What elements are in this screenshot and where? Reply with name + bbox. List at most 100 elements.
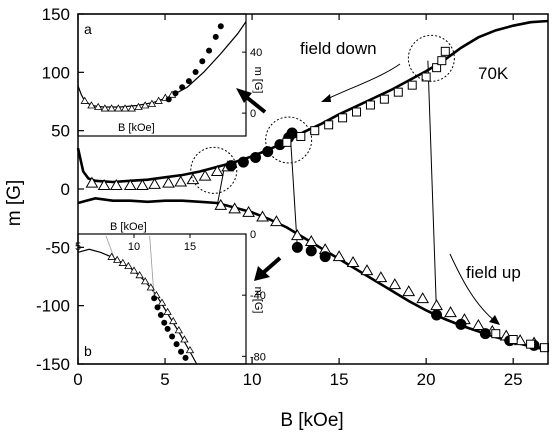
series-0-point-24 [388, 278, 402, 290]
x-tick-label-3: 15 [330, 370, 349, 389]
inset-a-open-point-10 [147, 99, 157, 107]
inset-a-filled-point-3 [185, 78, 192, 85]
series-0-point-2 [109, 179, 123, 190]
series-0-point-12 [214, 198, 228, 210]
inset-b-open-point-7 [146, 283, 155, 291]
series-2-point-8 [393, 87, 403, 97]
inset-b-open-point-5 [135, 271, 144, 279]
x-tick-label-0: 0 [73, 370, 82, 389]
series-1-point-11 [455, 318, 467, 330]
lower-curve [77, 197, 549, 352]
series-2-point-5 [352, 107, 362, 117]
inset-a-y-tick-label-0: 0 [250, 108, 256, 120]
y-tick-label-3: 0 [61, 180, 70, 199]
inset-a-open-point-1 [87, 101, 96, 109]
series-1-point-8 [305, 245, 317, 257]
series-0-point-25 [402, 285, 416, 297]
x-tick-label-4: 20 [417, 370, 436, 389]
y-tick-label-5: -100 [36, 297, 70, 316]
field-up-arrowhead [489, 315, 500, 325]
series-0-point-5 [148, 177, 161, 189]
series-0-point-14 [242, 205, 255, 217]
inset-a-open-point-3 [100, 104, 110, 112]
inset-a-filled-point-8 [217, 23, 224, 30]
series-0-point-28 [444, 306, 457, 318]
series-0-point-20 [332, 250, 346, 262]
inset-b-open-point-13 [180, 335, 189, 343]
series-1-point-9 [319, 251, 331, 263]
inset-a-open-point-11 [154, 96, 163, 104]
inset-b-guide-line-0 [105, 235, 115, 258]
series-0-point-8 [186, 173, 200, 185]
inset-a-open-point-2 [93, 102, 103, 110]
jump-highlight-circle-0 [190, 146, 238, 194]
inset-a-pointer-arrowhead [236, 88, 252, 103]
y-tick-label-6: -150 [36, 355, 70, 374]
series-1-point-1 [237, 156, 249, 168]
series-0-point-0 [85, 176, 99, 188]
inset-b-filled-point-1 [154, 304, 161, 311]
y-tick-label-4: -50 [45, 238, 70, 257]
inset-a-pointer-arrow [243, 94, 267, 114]
series-0-point-30 [472, 319, 485, 330]
series-0-point-1 [97, 179, 111, 190]
y-axis-title: m [G] [4, 180, 25, 226]
jump-highlight-circle-2 [407, 34, 455, 82]
series-2-point-1 [296, 132, 306, 141]
inset-b-x-axis-title: B [kOe] [110, 221, 147, 233]
x-axis-title: B [kOe] [280, 410, 343, 431]
x-tick-label-2: 10 [243, 370, 262, 389]
inset-b-open-point-11 [169, 316, 178, 325]
series-1-point-2 [250, 152, 262, 163]
series-0-point-6 [162, 176, 175, 188]
jump-line-1 [427, 60, 438, 316]
main-plot-marks [76, 19, 550, 353]
series-0-point-3 [123, 179, 137, 190]
inset-b-filled-point-8 [182, 354, 189, 361]
y-tick-label-0: 150 [42, 5, 70, 24]
inset-a-filled-point-6 [206, 47, 213, 54]
inset-a-tag: a [84, 21, 92, 37]
series-0-point-13 [228, 202, 242, 214]
inset-a-box [77, 13, 247, 137]
inset-b-y-tick-label-0: 0 [250, 229, 256, 241]
series-2-point-3 [324, 120, 334, 130]
series-1-point-10 [431, 309, 443, 321]
series-2-point-6 [365, 100, 375, 110]
series-0-point-23 [374, 271, 388, 283]
series-0-point-27 [430, 299, 443, 311]
series-0-point-9 [198, 169, 212, 181]
inset-b-open-point-0 [107, 252, 116, 260]
inset-a-filled-point-0 [165, 96, 172, 103]
y-tick-label-2: 50 [51, 122, 70, 141]
series-0-point-4 [136, 179, 149, 190]
series-2-point-14 [491, 329, 501, 339]
inset-a-filled-point-5 [199, 58, 206, 65]
inset-a-x-axis-title: B [kOe] [118, 122, 155, 134]
inset-b-filled-point-7 [178, 348, 185, 355]
inset-b-filled-point-6 [173, 341, 180, 348]
inset-b-pointer-arrowhead [254, 266, 270, 281]
inset-b-x-tick-label-2: 15 [184, 241, 196, 253]
inset-b-open-point-12 [174, 326, 183, 334]
series-0-point-16 [270, 215, 283, 227]
inset-b-open-point-2 [118, 258, 127, 266]
series-2-point-12 [437, 56, 447, 66]
series-0-point-7 [174, 175, 188, 187]
series-2-point-7 [379, 94, 389, 104]
chart-labels: 70K field down field up B [kOe] m [G] [4, 39, 521, 431]
series-2-point-15 [508, 335, 518, 344]
inset-b-open-point-1 [113, 255, 122, 263]
inset-a-filled-point-4 [192, 68, 199, 75]
inset-b-open-point-10 [163, 307, 172, 315]
series-2-point-13 [440, 46, 450, 56]
temperature-label: 70K [478, 64, 509, 83]
inset-b-open-point-3 [124, 261, 133, 270]
inset-a-filled-point-7 [212, 33, 219, 40]
inset-b-open-point-6 [141, 277, 150, 285]
series-2-point-2 [310, 126, 320, 136]
series-2-point-9 [407, 80, 417, 90]
series-1-point-12 [479, 328, 491, 340]
